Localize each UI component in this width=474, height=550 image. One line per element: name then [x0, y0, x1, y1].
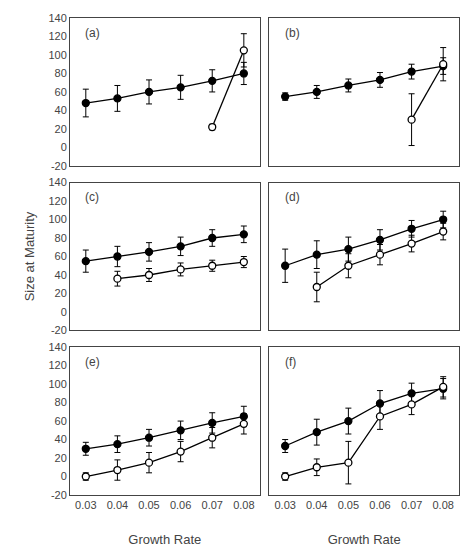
svg-text:20: 20: [55, 452, 67, 464]
svg-text:80: 80: [55, 232, 67, 244]
svg-text:(f): (f): [285, 355, 296, 369]
svg-text:140: 140: [48, 176, 66, 188]
svg-text:0: 0: [61, 141, 67, 153]
svg-text:0.07: 0.07: [401, 499, 422, 511]
svg-text:0.04: 0.04: [107, 499, 128, 511]
svg-text:-20: -20: [51, 324, 67, 336]
svg-text:80: 80: [55, 396, 67, 408]
svg-text:60: 60: [55, 250, 67, 262]
svg-text:Size at Maturity: Size at Maturity: [22, 211, 37, 301]
svg-text:0.06: 0.06: [170, 499, 191, 511]
svg-text:120: 120: [48, 359, 66, 371]
svg-text:120: 120: [48, 30, 66, 42]
svg-text:0.03: 0.03: [274, 499, 295, 511]
svg-text:0.04: 0.04: [306, 499, 327, 511]
svg-text:(e): (e): [85, 355, 100, 369]
svg-text:140: 140: [48, 12, 66, 24]
svg-text:-20: -20: [51, 160, 67, 172]
svg-text:40: 40: [55, 433, 67, 445]
svg-text:0.06: 0.06: [369, 499, 390, 511]
svg-text:0: 0: [61, 470, 67, 482]
svg-text:0.05: 0.05: [138, 499, 159, 511]
svg-text:100: 100: [48, 213, 66, 225]
svg-text:0.07: 0.07: [202, 499, 223, 511]
svg-text:60: 60: [55, 415, 67, 427]
svg-text:100: 100: [48, 378, 66, 390]
svg-text:0.08: 0.08: [233, 499, 254, 511]
svg-text:40: 40: [55, 104, 67, 116]
svg-text:(c): (c): [85, 190, 99, 204]
svg-text:0.03: 0.03: [75, 499, 96, 511]
svg-text:(b): (b): [285, 26, 300, 40]
svg-text:20: 20: [55, 287, 67, 299]
svg-text:Growth Rate: Growth Rate: [328, 532, 401, 547]
svg-text:80: 80: [55, 67, 67, 79]
svg-text:0: 0: [61, 306, 67, 318]
svg-text:20: 20: [55, 123, 67, 135]
svg-text:140: 140: [48, 341, 66, 353]
svg-text:40: 40: [55, 269, 67, 281]
svg-text:Growth Rate: Growth Rate: [128, 532, 201, 547]
svg-text:100: 100: [48, 49, 66, 61]
svg-text:(a): (a): [85, 26, 100, 40]
svg-text:0.05: 0.05: [338, 499, 359, 511]
svg-text:(d): (d): [285, 190, 300, 204]
svg-text:60: 60: [55, 86, 67, 98]
svg-text:120: 120: [48, 195, 66, 207]
svg-text:0.08: 0.08: [432, 499, 453, 511]
svg-text:-20: -20: [51, 489, 67, 501]
